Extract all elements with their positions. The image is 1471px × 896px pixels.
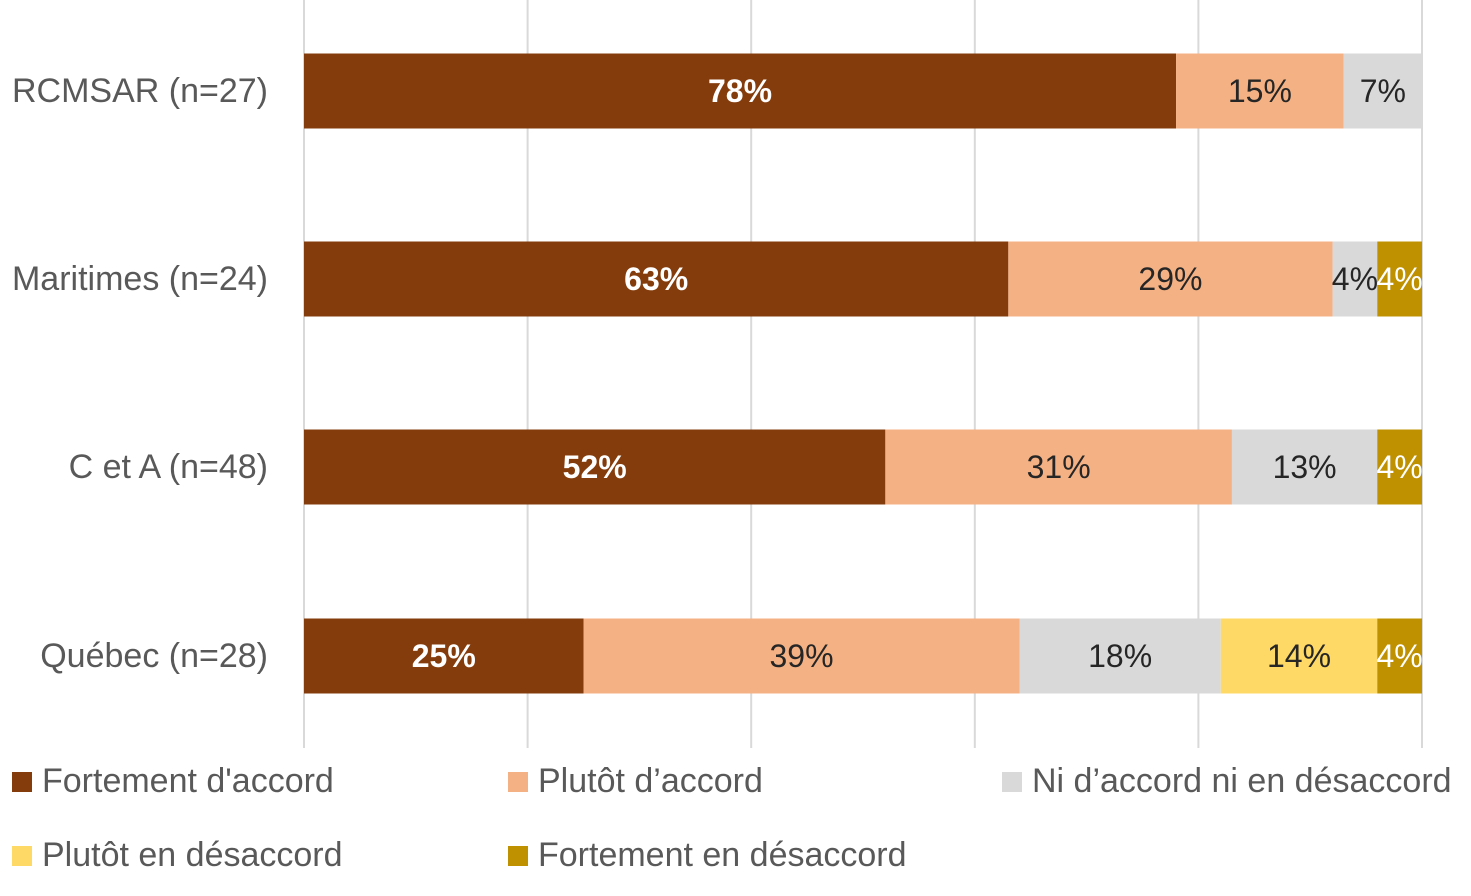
bar-segment	[1008, 241, 1333, 317]
bar-segment	[1332, 241, 1378, 317]
category-label: Maritimes (n=24)	[12, 260, 268, 298]
bar-segment	[304, 429, 886, 505]
data-label: 4%	[1377, 449, 1423, 485]
bar-segment	[1343, 53, 1422, 129]
bar-segment	[1231, 429, 1378, 505]
data-label: 39%	[769, 638, 833, 674]
bar-segment	[1377, 618, 1422, 694]
data-label: 78%	[708, 73, 772, 109]
data-label: 15%	[1228, 73, 1292, 109]
bar-segment	[1220, 618, 1378, 694]
bar-segment	[1377, 429, 1422, 505]
bar-segment	[304, 53, 1177, 129]
bar-segment	[1377, 241, 1422, 317]
data-label: 25%	[412, 638, 476, 674]
data-label: 13%	[1273, 449, 1337, 485]
data-label: 63%	[624, 261, 688, 297]
bar-segment	[1019, 618, 1221, 694]
category-label: RCMSAR (n=27)	[12, 72, 268, 110]
bar-segment	[304, 618, 584, 694]
bar-segment	[304, 241, 1009, 317]
data-label: 7%	[1360, 73, 1406, 109]
category-label: C et A (n=48)	[69, 448, 268, 486]
bar-segment	[885, 429, 1232, 505]
category-labels: RCMSAR (n=27) Maritimes (n=24) C et A (n=4…	[12, 72, 268, 675]
bar-segment	[1176, 53, 1344, 129]
data-label: 4%	[1377, 261, 1423, 297]
data-label: 31%	[1027, 449, 1091, 485]
data-label: 4%	[1332, 261, 1378, 297]
data-label: 18%	[1088, 638, 1152, 674]
data-label: 52%	[563, 449, 627, 485]
data-label: 29%	[1138, 261, 1202, 297]
category-label: Québec (n=28)	[40, 637, 268, 675]
data-label: 14%	[1267, 638, 1331, 674]
data-label: 4%	[1377, 638, 1423, 674]
bar-segment	[583, 618, 1020, 694]
bars: 78% 15% 7%63% 29% 4%4%52% 31% 13% 4%25% 39% 18% 14…	[304, 53, 1423, 694]
